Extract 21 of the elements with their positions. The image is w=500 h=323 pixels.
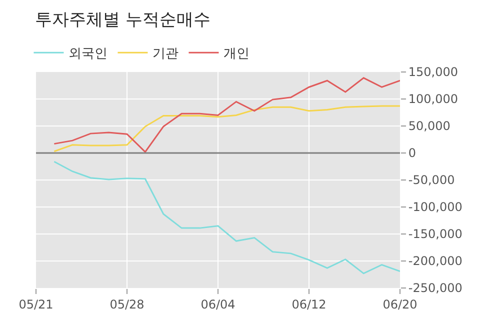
y-tick-label: -50,000 <box>408 173 455 188</box>
y-tick-label: 100,000 <box>408 92 458 106</box>
y-tick-label: -250,000 <box>408 281 462 296</box>
line-series <box>53 160 400 274</box>
line-series <box>53 77 400 153</box>
y-tick-label: 150,000 <box>408 65 458 80</box>
x-tick-label: 06/04 <box>200 297 236 312</box>
legend-label: 외국인 <box>68 46 108 62</box>
x-tick-label: 05/28 <box>110 297 144 312</box>
y-tick-label: -100,000 <box>408 200 462 214</box>
chart-title: 투자주체별 누적순매수 <box>35 10 210 30</box>
legend-label: 기관 <box>152 46 179 62</box>
x-tick-label: 06/20 <box>382 297 418 312</box>
line-series <box>53 105 400 152</box>
y-tick-label: 50,000 <box>408 119 450 134</box>
x-tick-label: 06/12 <box>292 297 326 312</box>
x-tick-label: 05/21 <box>18 297 54 312</box>
y-tick-label: -150,000 <box>408 227 462 242</box>
legend-label: 개인 <box>224 46 250 62</box>
y-tick-label: -200,000 <box>408 254 462 268</box>
y-tick-label: 0 <box>408 146 416 160</box>
